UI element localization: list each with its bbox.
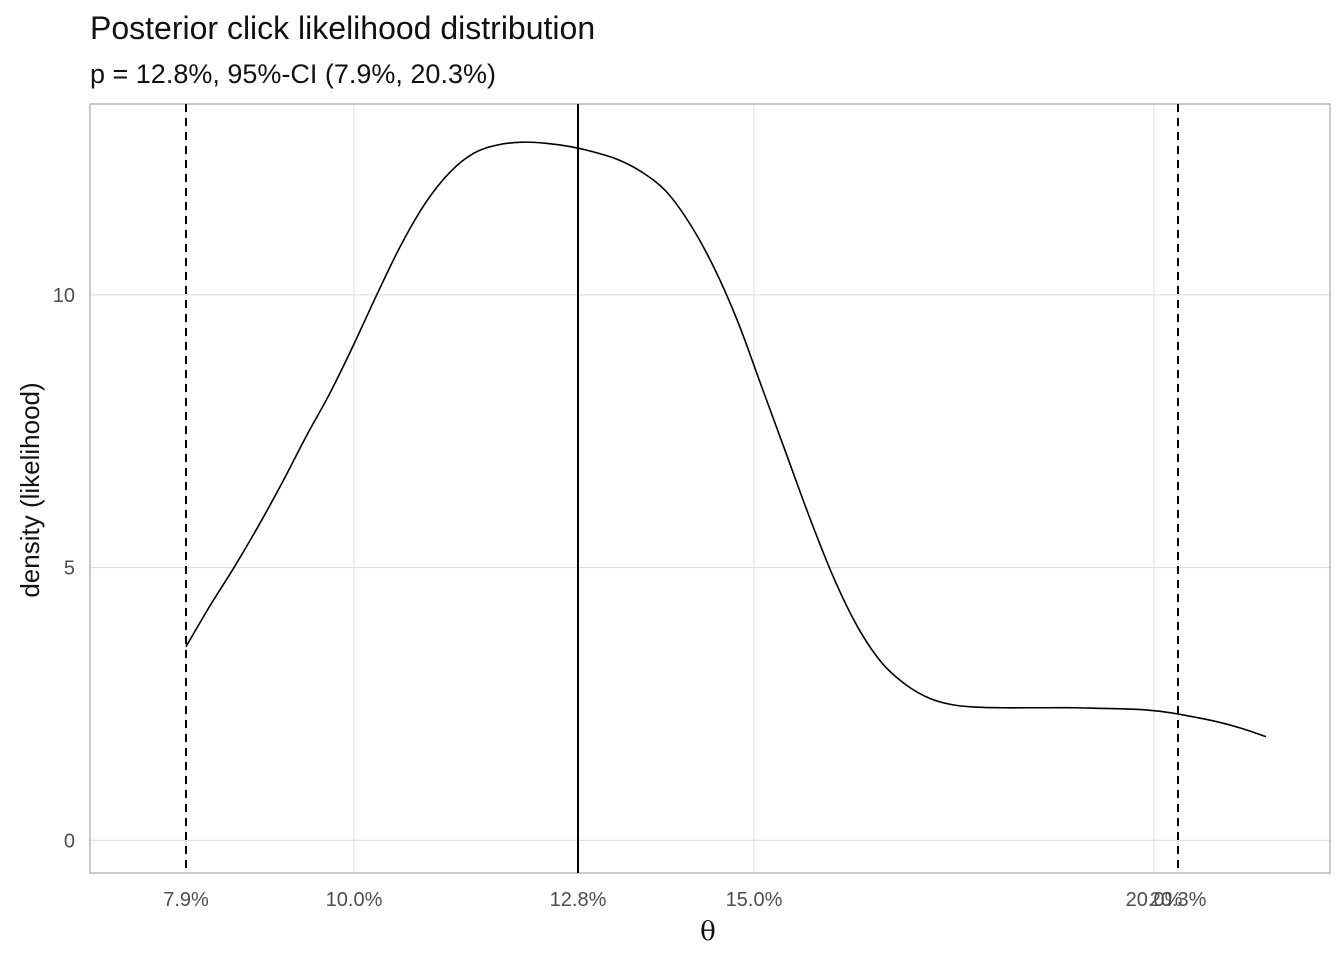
x-tick-label: 15.0% bbox=[726, 889, 783, 911]
x-tick-label: 20.3% bbox=[1150, 889, 1207, 911]
chart-subtitle: p = 12.8%, 95%-CI (7.9%, 20.3%) bbox=[90, 59, 496, 89]
x-tick-label: 12.8% bbox=[550, 889, 607, 911]
y-tick-label: 0 bbox=[64, 830, 75, 852]
x-tick-label: 20.0% bbox=[1126, 889, 1183, 911]
y-axis-title: density (likelihood) bbox=[15, 382, 45, 597]
x-tick-labels: 7.9% 10.0% 12.8% 15.0% 20.0%20.3% bbox=[163, 889, 1206, 911]
series-group bbox=[185, 141, 1267, 738]
y-tick-label: 10 bbox=[53, 285, 75, 307]
y-tick-labels: 0 5 10 bbox=[53, 285, 75, 852]
x-tick-label: 10.0% bbox=[326, 889, 383, 911]
reference-lines bbox=[185, 104, 1179, 873]
y-tick-label: 5 bbox=[64, 558, 75, 580]
density-curve bbox=[185, 141, 1267, 738]
x-tick-label: 7.9% bbox=[163, 889, 209, 911]
plot-border bbox=[89, 103, 1331, 874]
chart-title: Posterior click likelihood distribution bbox=[90, 10, 596, 46]
x-axis-title: θ bbox=[700, 917, 716, 947]
plot-panel bbox=[90, 104, 1330, 873]
